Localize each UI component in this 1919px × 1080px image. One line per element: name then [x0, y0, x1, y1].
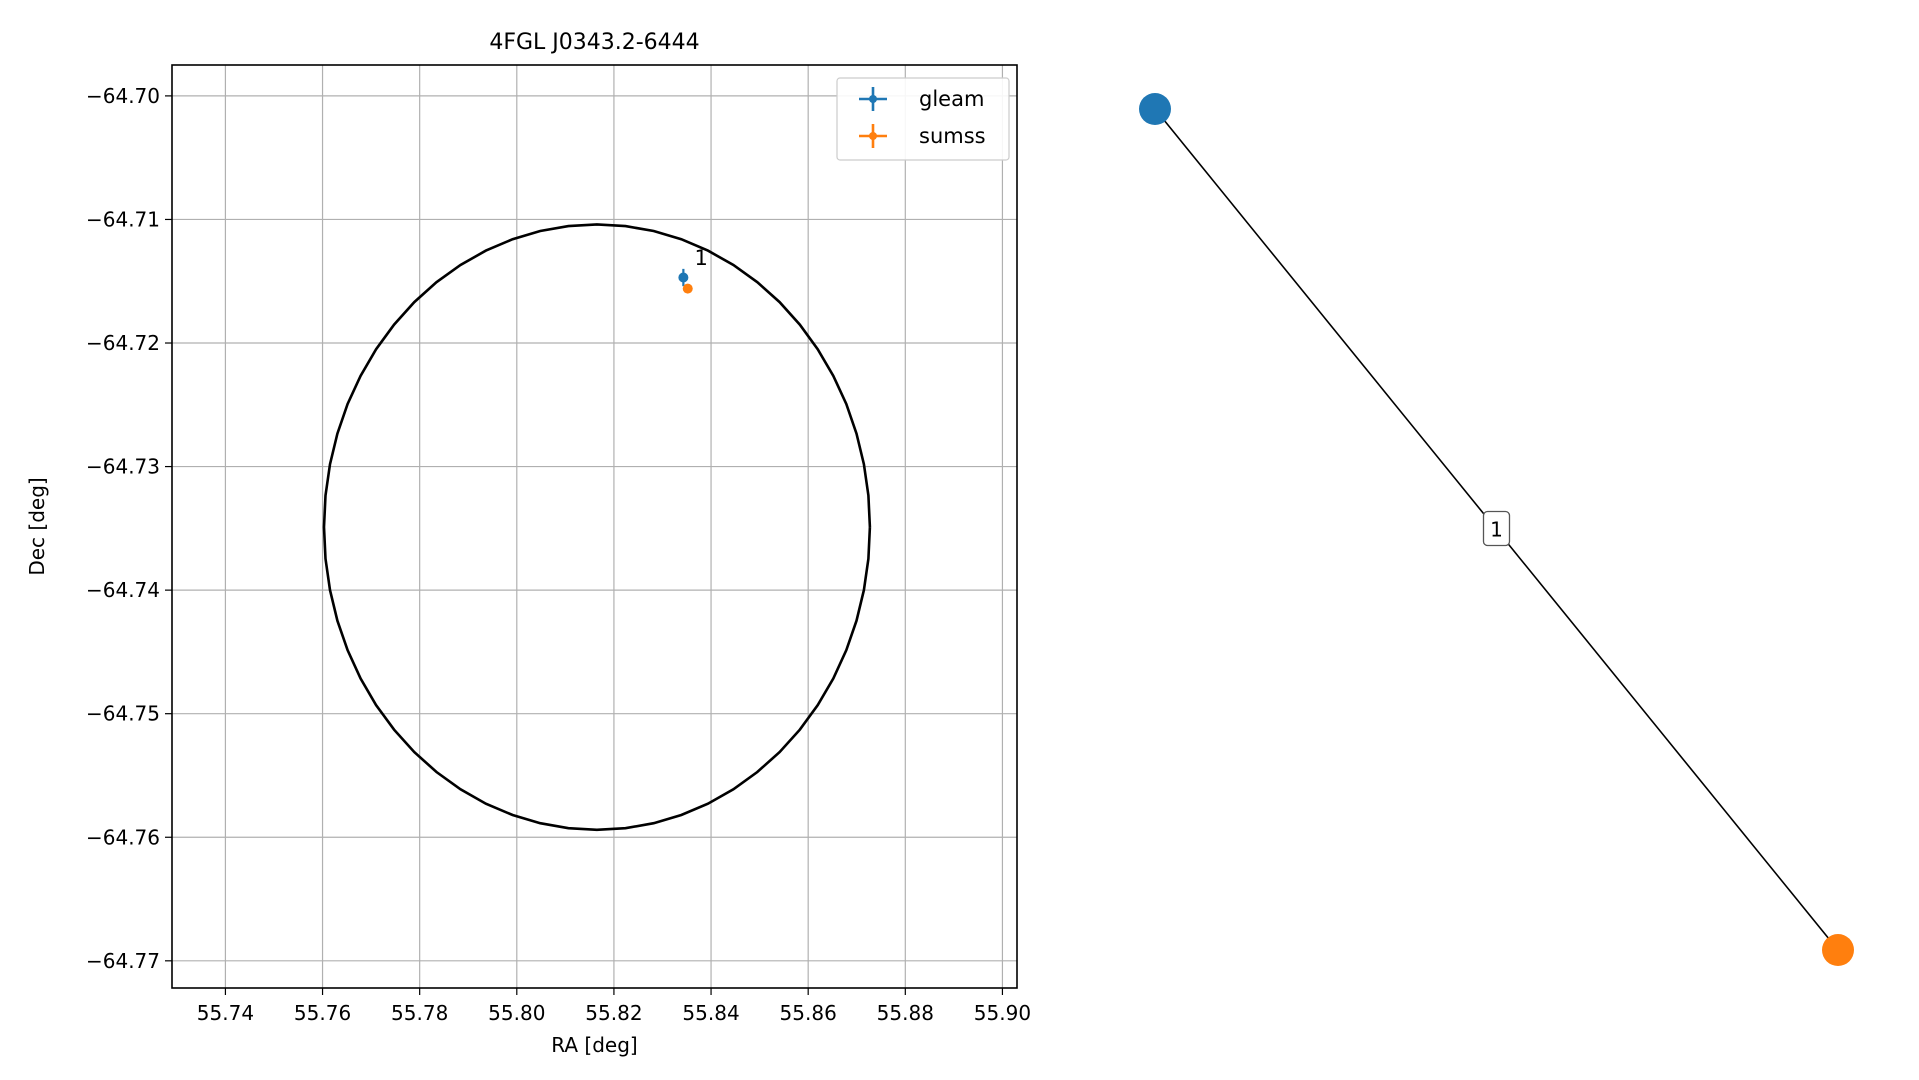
x-tick-label: 55.80 [488, 1001, 545, 1025]
x-tick-label: 55.74 [197, 1001, 254, 1025]
point-gleam [678, 268, 689, 287]
edge-label-box [1482, 510, 1511, 547]
legend-label: gleam [919, 87, 984, 111]
legend-items: gleam sumss [859, 87, 986, 148]
marker [678, 272, 689, 283]
x-tick-label: 55.88 [877, 1001, 934, 1025]
network-node-sumss [1822, 934, 1854, 966]
network-node-gleam [1139, 93, 1171, 125]
x-tick-label: 55.86 [780, 1001, 837, 1025]
uncertainty-ellipse [322, 223, 872, 832]
ellipse-outline [322, 223, 872, 832]
y-tick-label: −64.76 [86, 825, 160, 849]
x-tick-label: 55.76 [294, 1001, 351, 1025]
x-axis-ticks: 55.74 55.76 55.78 55.80 55.82 55.84 55.86 55.88… [197, 988, 1031, 1025]
axes-frame [171, 64, 1018, 989]
y-tick-label: −64.77 [86, 949, 160, 973]
y-tick-label: −64.71 [86, 207, 160, 231]
y-axis-ticks: −64.70 −64.71 −64.72 −64.73 −64.74 −64.75 −64.… [86, 84, 172, 973]
edge-label: 1 [1490, 518, 1503, 542]
x-tick-label: 55.84 [682, 1001, 739, 1025]
legend-marker [869, 132, 877, 140]
y-tick-label: −64.72 [86, 331, 160, 355]
network-graph: 1 [1139, 93, 1854, 966]
x-tick-label: 55.82 [585, 1001, 642, 1025]
chart-title: 4FGL J0343.2-6444 [489, 30, 699, 55]
y-axis-label: Dec [deg] [25, 477, 49, 575]
y-tick-label: −64.74 [86, 578, 160, 602]
legend-item-gleam: gleam [859, 87, 984, 111]
marker [682, 283, 693, 294]
legend: gleam sumss [836, 77, 1010, 161]
legend-label: sumss [919, 124, 986, 148]
y-tick-label: −64.70 [86, 84, 160, 108]
data-points [678, 268, 693, 294]
legend-item-sumss: sumss [859, 124, 986, 148]
sky-plot: 1 55.74 55.76 55.78 55.80 55.82 55.84 55.86 55.… [25, 30, 1031, 1057]
y-tick-label: −64.73 [86, 455, 160, 479]
grid-lines [172, 65, 1017, 988]
x-tick-label: 55.78 [391, 1001, 448, 1025]
point-annotation: 1 [695, 246, 708, 270]
point-sumss [682, 283, 693, 294]
annotations: 1 [695, 246, 708, 270]
x-axis-label: RA [deg] [551, 1033, 637, 1057]
y-tick-label: −64.75 [86, 702, 160, 726]
x-tick-label: 55.90 [974, 1001, 1031, 1025]
legend-marker [869, 95, 877, 103]
